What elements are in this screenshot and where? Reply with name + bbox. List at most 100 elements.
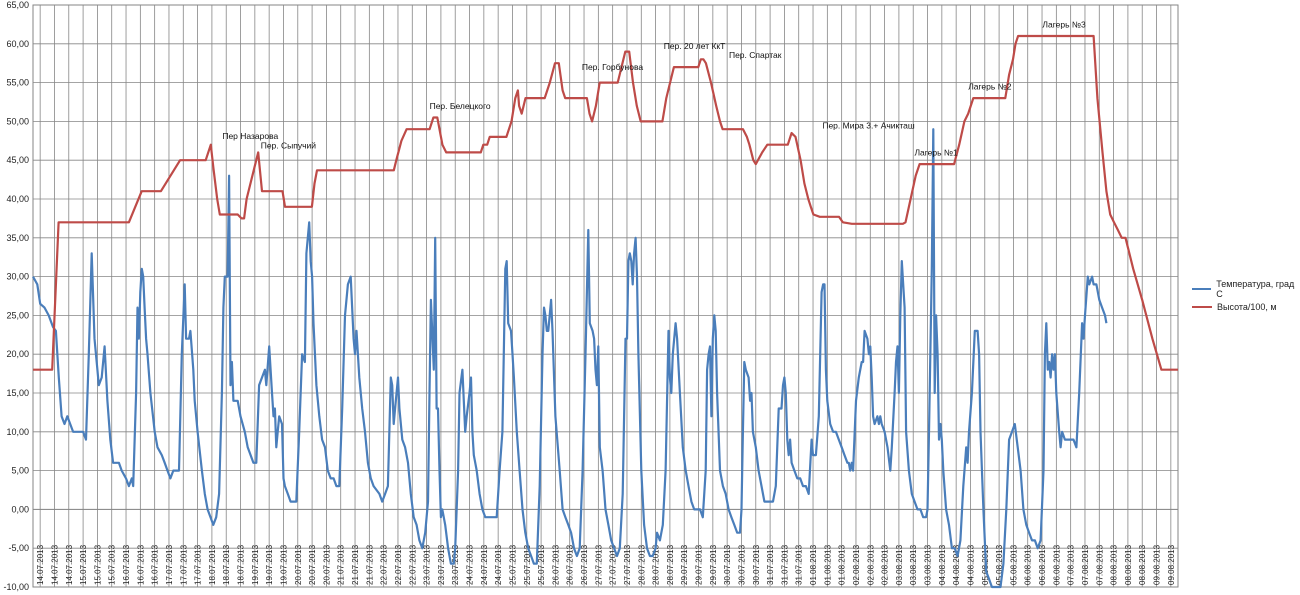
x-tick-label: 04.08.2013 <box>938 544 947 585</box>
annotation-label: Лагерь №2 <box>968 82 1012 92</box>
x-tick-label: 03.08.2013 <box>895 544 904 585</box>
x-tick-label: 19.07.2013 <box>279 544 288 585</box>
x-tick-label: 31.07.2013 <box>795 544 804 585</box>
temperature-series-line <box>32 128 1108 589</box>
y-tick-label: 65,00 <box>6 0 29 10</box>
x-tick-label: 28.07.2013 <box>652 544 661 585</box>
x-tick-label: 20.07.2013 <box>294 544 303 585</box>
x-tick-label: 15.07.2013 <box>79 544 88 585</box>
legend-swatch-temperature <box>1192 288 1212 290</box>
series-lines <box>32 34 1178 589</box>
x-tick-label: 05.08.2013 <box>995 544 1004 585</box>
x-tick-label: 25.07.2013 <box>523 544 532 585</box>
x-tick-label: 14.07.2013 <box>36 544 45 585</box>
x-tick-label: 16.07.2013 <box>136 544 145 585</box>
y-tick-label: -5,00 <box>8 543 29 553</box>
x-tick-label: 27.07.2013 <box>609 544 618 585</box>
x-tick-label: 01.08.2013 <box>823 544 832 585</box>
y-tick-label: 25,00 <box>6 310 29 320</box>
x-tick-label: 29.07.2013 <box>709 544 718 585</box>
x-tick-label: 29.07.2013 <box>695 544 704 585</box>
annotation-label: Пер. Белецкого <box>430 101 491 111</box>
x-tick-label: 26.07.2013 <box>566 544 575 585</box>
x-tick-label: 04.08.2013 <box>966 544 975 585</box>
x-tick-label: 28.07.2013 <box>666 544 675 585</box>
legend-label-temperature: Температура, град С <box>1216 279 1295 299</box>
y-tick-label: 50,00 <box>6 116 29 126</box>
x-tick-label: 02.08.2013 <box>866 544 875 585</box>
x-tick-label: 21.07.2013 <box>337 544 346 585</box>
annotation-label: Лагерь №1 <box>914 148 958 158</box>
annotation-label: Пер. Мира 3.+ Ачикташ <box>822 120 915 130</box>
annotation-label: Пер. Горбунова <box>582 62 644 72</box>
axes: -10,00 -5,00 0,00 5,00 10,00 15,00 20,00 25,00 3… <box>3 0 1175 592</box>
y-tick-label: 35,00 <box>6 233 29 243</box>
y-tick-label: 20,00 <box>6 349 29 359</box>
x-tick-label: 30.07.2013 <box>752 544 761 585</box>
x-tick-label: 03.08.2013 <box>924 544 933 585</box>
altitude-series-line <box>33 34 1178 371</box>
x-tick-label: 09.08.2013 <box>1167 544 1176 585</box>
legend-swatch-altitude <box>1192 306 1212 308</box>
x-tick-label: 07.08.2013 <box>1081 544 1090 585</box>
x-tick-label: 24.07.2013 <box>494 544 503 585</box>
x-tick-label: 06.08.2013 <box>1024 544 1033 585</box>
x-tick-label: 08.08.2013 <box>1110 544 1119 585</box>
x-tick-label: 02.08.2013 <box>852 544 861 585</box>
x-tick-label: 20.07.2013 <box>308 544 317 585</box>
x-tick-label: 27.07.2013 <box>594 544 603 585</box>
x-tick-label: 22.07.2013 <box>394 544 403 585</box>
x-tick-label: 23.07.2013 <box>423 544 432 585</box>
x-tick-label: 24.07.2013 <box>480 544 489 585</box>
annotation-label: Пер. Спартак <box>729 50 782 60</box>
y-tick-label: 30,00 <box>6 272 29 282</box>
x-tick-label: 18.07.2013 <box>237 544 246 585</box>
legend-item-altitude: Высота/100, м <box>1192 299 1300 315</box>
x-tick-label: 14.07.2013 <box>50 544 59 585</box>
x-tick-label: 20.07.2013 <box>322 544 331 585</box>
x-tick-label: 04.08.2013 <box>952 544 961 585</box>
x-tick-label: 15.07.2013 <box>93 544 102 585</box>
x-tick-label: 16.07.2013 <box>122 544 131 585</box>
x-tick-label: 19.07.2013 <box>251 544 260 585</box>
x-tick-label: 23.07.2013 <box>437 544 446 585</box>
x-tick-label: 31.07.2013 <box>766 544 775 585</box>
y-tick-label: 0,00 <box>11 504 29 514</box>
annotation-label: Пер Назарова <box>222 131 278 141</box>
x-tick-label: 24.07.2013 <box>466 544 475 585</box>
x-tick-label: 25.07.2013 <box>537 544 546 585</box>
x-tick-label: 01.08.2013 <box>838 544 847 585</box>
x-tick-label: 31.07.2013 <box>780 544 789 585</box>
x-tick-label: 21.07.2013 <box>351 544 360 585</box>
x-tick-label: 26.07.2013 <box>580 544 589 585</box>
x-tick-label: 07.08.2013 <box>1095 544 1104 585</box>
x-tick-label: 17.07.2013 <box>179 544 188 585</box>
x-tick-label: 06.08.2013 <box>1052 544 1061 585</box>
y-tick-label: 60,00 <box>6 39 29 49</box>
x-tick-label: 08.08.2013 <box>1124 544 1133 585</box>
y-tick-label: 10,00 <box>6 427 29 437</box>
x-tick-label: 18.07.2013 <box>222 544 231 585</box>
x-tick-label: 07.08.2013 <box>1067 544 1076 585</box>
x-tick-label: 29.07.2013 <box>680 544 689 585</box>
x-tick-label: 22.07.2013 <box>408 544 417 585</box>
legend-label-altitude: Высота/100, м <box>1217 302 1277 312</box>
y-tick-label: 40,00 <box>6 194 29 204</box>
x-tick-label: 30.07.2013 <box>723 544 732 585</box>
x-tick-label: 26.07.2013 <box>551 544 560 585</box>
x-tick-label: 23.07.2013 <box>451 544 460 585</box>
x-tick-label: 27.07.2013 <box>623 544 632 585</box>
x-tick-label: 14.07.2013 <box>65 544 74 585</box>
x-tick-label: 16.07.2013 <box>151 544 160 585</box>
x-tick-label: 01.08.2013 <box>809 544 818 585</box>
y-tick-label: 5,00 <box>11 466 29 476</box>
y-tick-label: -10,00 <box>3 582 29 592</box>
x-tick-label: 15.07.2013 <box>108 544 117 585</box>
x-tick-label: 25.07.2013 <box>508 544 517 585</box>
x-tick-label: 06.08.2013 <box>1038 544 1047 585</box>
y-tick-label: 55,00 <box>6 78 29 88</box>
x-tick-label: 17.07.2013 <box>165 544 174 585</box>
legend-item-temperature: Температура, град С <box>1192 279 1300 299</box>
